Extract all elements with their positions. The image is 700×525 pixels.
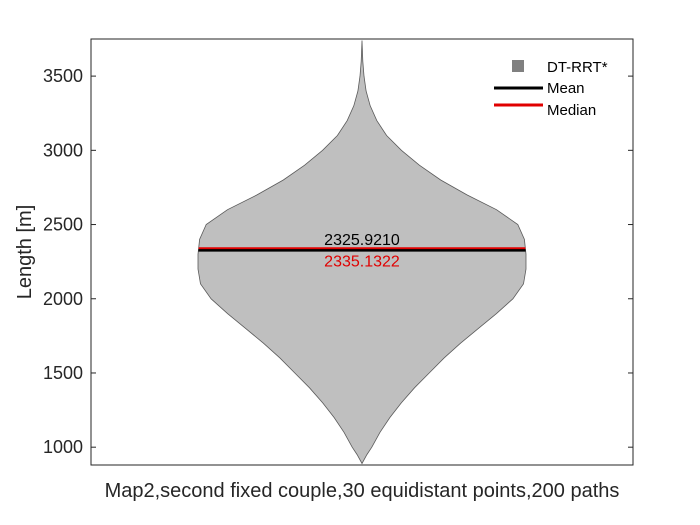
x-axis-label: Map2,second fixed couple,30 equidistant … — [105, 480, 620, 502]
mean-value-label: 2325.9210 — [324, 232, 400, 249]
y-tick-label: 1000 — [43, 437, 83, 457]
y-tick-label: 1500 — [43, 363, 83, 383]
median-value-label: 2335.1322 — [324, 253, 400, 270]
y-tick-label: 3500 — [43, 66, 83, 86]
legend-label-median: Median — [547, 102, 596, 119]
y-tick-label: 2500 — [43, 215, 83, 235]
y-axis-label: Length [m] — [14, 205, 36, 300]
violin-dt-rrt — [197, 40, 527, 465]
violin-layer: 2325.9210 2335.1322 — [197, 40, 527, 465]
plot-frame — [90, 38, 634, 466]
legend-label-dt-rrt: DT-RRT* — [547, 59, 608, 76]
legend-label-mean: Mean — [547, 80, 585, 97]
legend-swatch-dt-rrt — [512, 60, 524, 72]
y-tick-label: 2000 — [43, 289, 83, 309]
y-tick-label: 3000 — [43, 140, 83, 160]
legend: DT-RRT* Mean Median — [494, 59, 608, 119]
y-axis-ticks: 1000 1500 2000 2500 3000 3500 — [43, 66, 633, 457]
